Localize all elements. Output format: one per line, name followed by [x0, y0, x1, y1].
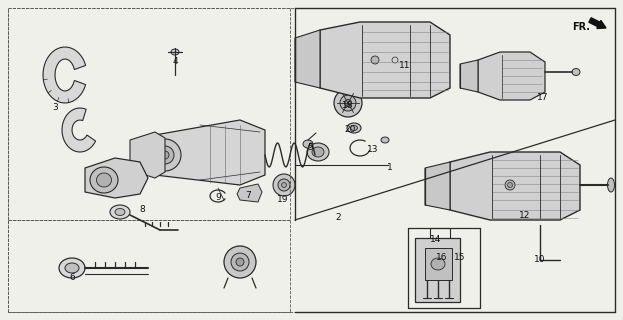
Ellipse shape: [312, 147, 324, 157]
Text: 9: 9: [215, 194, 221, 203]
Polygon shape: [450, 152, 580, 220]
Ellipse shape: [59, 258, 85, 278]
Polygon shape: [43, 47, 86, 103]
Ellipse shape: [156, 146, 174, 164]
Text: 2: 2: [335, 213, 341, 222]
Text: 7: 7: [245, 190, 251, 199]
Ellipse shape: [340, 95, 356, 111]
Ellipse shape: [381, 137, 389, 143]
Polygon shape: [415, 238, 460, 302]
Ellipse shape: [97, 173, 112, 187]
Ellipse shape: [347, 123, 361, 133]
Text: 10: 10: [535, 255, 546, 265]
Text: 6: 6: [69, 274, 75, 283]
Polygon shape: [295, 30, 320, 88]
Text: 20: 20: [345, 125, 356, 134]
Text: 12: 12: [520, 211, 531, 220]
Polygon shape: [425, 162, 450, 210]
Text: 14: 14: [430, 236, 442, 244]
Ellipse shape: [115, 209, 125, 215]
Ellipse shape: [273, 174, 295, 196]
Ellipse shape: [508, 182, 513, 188]
Polygon shape: [85, 158, 148, 198]
Polygon shape: [62, 108, 95, 152]
Polygon shape: [320, 22, 450, 98]
Text: 3: 3: [52, 103, 58, 113]
Ellipse shape: [505, 180, 515, 190]
Ellipse shape: [303, 140, 313, 148]
Polygon shape: [130, 132, 165, 178]
Text: 13: 13: [367, 146, 379, 155]
Polygon shape: [237, 184, 262, 202]
Ellipse shape: [236, 258, 244, 266]
Text: 1: 1: [387, 164, 393, 172]
Text: 19: 19: [277, 196, 288, 204]
Ellipse shape: [282, 182, 287, 188]
Ellipse shape: [65, 263, 79, 273]
Text: 16: 16: [436, 253, 448, 262]
Ellipse shape: [572, 68, 580, 76]
Ellipse shape: [607, 178, 614, 192]
Text: 17: 17: [537, 92, 549, 101]
Text: 5: 5: [307, 143, 313, 153]
Text: 18: 18: [342, 101, 354, 110]
Text: 15: 15: [454, 253, 466, 262]
Ellipse shape: [110, 205, 130, 219]
Ellipse shape: [345, 100, 351, 107]
Ellipse shape: [334, 89, 362, 117]
Ellipse shape: [278, 179, 290, 191]
Ellipse shape: [171, 49, 179, 55]
Ellipse shape: [149, 139, 181, 171]
Text: FR.: FR.: [572, 22, 590, 32]
Text: 8: 8: [139, 205, 145, 214]
Ellipse shape: [307, 143, 329, 161]
Text: 4: 4: [172, 58, 178, 67]
FancyArrow shape: [589, 18, 606, 28]
Ellipse shape: [90, 167, 118, 193]
Polygon shape: [460, 60, 478, 92]
Polygon shape: [478, 52, 545, 100]
Ellipse shape: [161, 151, 169, 159]
Ellipse shape: [224, 246, 256, 278]
Polygon shape: [425, 248, 452, 280]
Ellipse shape: [231, 253, 249, 271]
Ellipse shape: [351, 125, 358, 131]
Polygon shape: [155, 120, 265, 185]
Text: 11: 11: [399, 60, 411, 69]
Ellipse shape: [371, 56, 379, 64]
Ellipse shape: [431, 258, 445, 270]
